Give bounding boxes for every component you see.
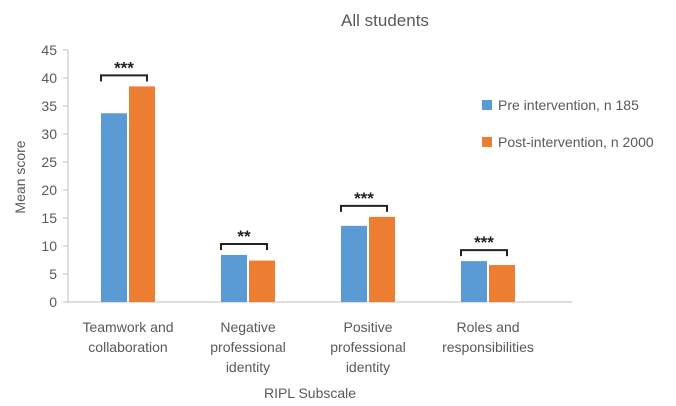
category-label-line: responsibilities [442, 339, 534, 355]
category-label-line: identity [346, 359, 390, 375]
significance-bracket [220, 242, 268, 250]
significance-marker: *** [114, 58, 134, 77]
category-label-line: identity [226, 359, 270, 375]
legend: Pre intervention, n 185 Post-intervention… [482, 97, 654, 150]
bar-pre-1 [221, 254, 247, 302]
y-tick-label: 20 [41, 182, 57, 198]
bar-post-3 [489, 265, 515, 302]
category-label-line: Positive [343, 319, 392, 335]
category-label-line: Roles and [456, 319, 519, 335]
bar-pre-0 [101, 113, 127, 302]
y-tick-label: 25 [41, 154, 57, 170]
y-tick-label: 10 [41, 238, 57, 254]
chart-title: All students [341, 11, 429, 30]
category-label-line: professional [330, 339, 406, 355]
legend-entry: Post-intervention, n 2000 [498, 134, 654, 150]
category-label-line: professional [210, 339, 286, 355]
bar-pre-2 [341, 225, 367, 302]
category-label-line: Negative [220, 319, 275, 335]
y-tick-label: 35 [41, 98, 57, 114]
x-axis-label: RIPL Subscale [264, 385, 356, 401]
category-label-line: Teamwork and [82, 319, 173, 335]
category-label: Negative professional identity [210, 319, 286, 375]
y-tick-label: 45 [41, 42, 57, 58]
significance-marker: *** [354, 189, 374, 208]
legend-entry: Pre intervention, n 185 [498, 97, 639, 113]
significance-marker: ** [237, 227, 251, 246]
significance-bracket [100, 74, 148, 82]
bar-pre-3 [461, 261, 487, 302]
significance-bracket [460, 249, 508, 257]
category-label: Roles and responsibilities [442, 319, 534, 355]
y-tick-label: 0 [49, 294, 57, 310]
category-label-line: collaboration [88, 339, 167, 355]
legend-swatch [482, 100, 492, 110]
significance-group: *********** [100, 58, 508, 257]
y-tick-label: 15 [41, 210, 57, 226]
significance-marker: *** [474, 233, 494, 252]
bar-post-1 [249, 260, 275, 302]
bar-post-0 [129, 86, 155, 303]
category-label: Teamwork and collaboration [82, 319, 173, 355]
y-tick-label: 40 [41, 70, 57, 86]
legend-swatch [482, 137, 492, 147]
bars-group [101, 86, 515, 303]
y-tick-label: 30 [41, 126, 57, 142]
y-tick-label: 5 [49, 266, 57, 282]
category-label: Positive professional identity [330, 319, 406, 375]
y-axis-label: Mean score [12, 140, 28, 213]
category-labels-group: Teamwork and collaboration Negative profess… [82, 319, 533, 375]
significance-bracket [340, 204, 388, 212]
bar-post-2 [369, 216, 395, 302]
